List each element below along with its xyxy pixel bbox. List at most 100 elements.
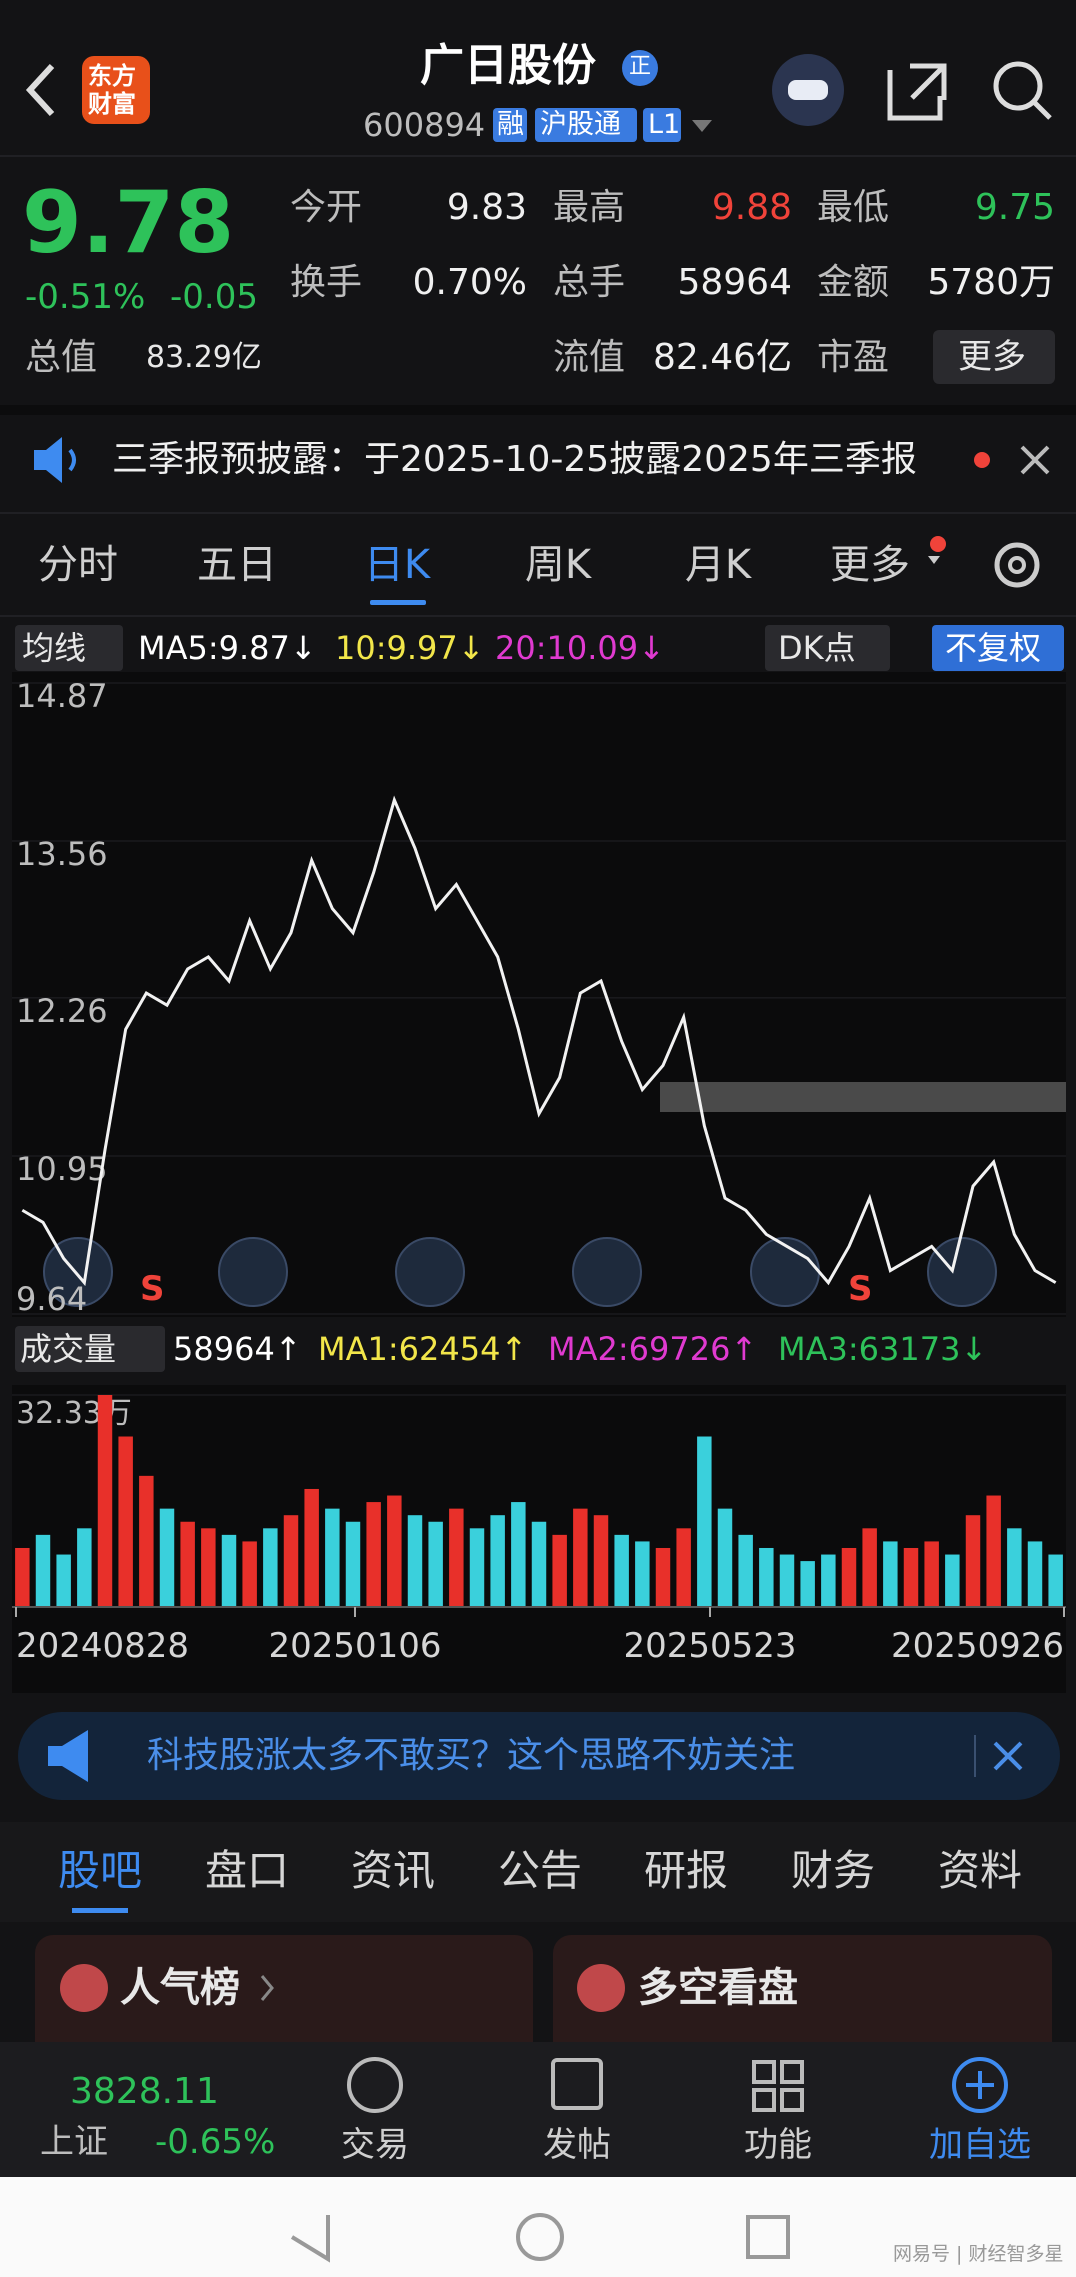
tab[interactable]: 周K bbox=[524, 542, 592, 588]
sub-tab[interactable]: 公告 bbox=[497, 1846, 583, 1895]
separator bbox=[0, 155, 1076, 157]
nav-recent[interactable] bbox=[746, 2215, 790, 2259]
action[interactable]: 加自选 bbox=[929, 2125, 1031, 2165]
volume-bar bbox=[965, 1515, 981, 1607]
action[interactable]: 交易 bbox=[341, 2125, 409, 2165]
field-label: 最高 bbox=[553, 187, 626, 228]
volume-bar bbox=[883, 1541, 898, 1607]
more-text[interactable]: 更多 bbox=[958, 337, 1026, 377]
sub-tab[interactable]: 资讯 bbox=[350, 1846, 436, 1895]
ma-button-text[interactable]: 均线 bbox=[22, 629, 87, 667]
volume-bar bbox=[283, 1515, 299, 1607]
sub-tab[interactable]: 财务 bbox=[790, 1846, 876, 1895]
dk-text[interactable]: DK点 bbox=[778, 629, 856, 667]
volume-bar bbox=[676, 1528, 691, 1607]
volume-bar bbox=[221, 1534, 237, 1607]
ad-icons bbox=[48, 1730, 1023, 1782]
volume-bar bbox=[159, 1508, 175, 1607]
change-pct: -0.51% bbox=[25, 277, 146, 317]
volume-bar bbox=[821, 1554, 836, 1607]
notice-text[interactable]: 三季报预披露：于2025-10-25披露2025年三季报 bbox=[112, 439, 917, 480]
field-label: 金额 bbox=[817, 262, 890, 303]
volume-bar bbox=[345, 1521, 361, 1607]
more-button[interactable] bbox=[933, 330, 1055, 384]
volume-bar bbox=[779, 1554, 795, 1607]
field-value: 83.29亿 bbox=[146, 340, 262, 375]
adjust-button[interactable] bbox=[932, 625, 1064, 671]
volume-button[interactable] bbox=[15, 1326, 165, 1372]
tab[interactable]: 分时 bbox=[38, 542, 118, 588]
tab[interactable]: 月K bbox=[684, 542, 752, 588]
tab[interactable]: 更多 bbox=[830, 542, 910, 588]
field-value: 58964 bbox=[677, 262, 792, 303]
card[interactable] bbox=[35, 1935, 533, 2045]
search-icon[interactable] bbox=[993, 61, 1043, 111]
volume-bar bbox=[945, 1554, 960, 1607]
adjust-text[interactable]: 不复权 bbox=[945, 629, 1042, 667]
close-icon[interactable] bbox=[1020, 445, 1050, 475]
price-panel bbox=[12, 672, 1066, 1317]
volume-button-text[interactable]: 成交量 bbox=[20, 1330, 117, 1368]
sub-tab[interactable]: 研报 bbox=[643, 1846, 729, 1895]
field-label: 流值 bbox=[553, 337, 626, 378]
card[interactable] bbox=[553, 1935, 1052, 2045]
sub-tab[interactable]: 资料 bbox=[937, 1846, 1023, 1895]
tab[interactable]: 日K bbox=[363, 542, 431, 588]
volume-bar bbox=[35, 1534, 51, 1607]
volume-bar bbox=[903, 1547, 919, 1607]
volume-bar bbox=[56, 1554, 71, 1607]
ma5: MA5:9.87↓ bbox=[138, 629, 317, 667]
settings-icon[interactable] bbox=[994, 542, 1040, 588]
action-icons bbox=[347, 2057, 1008, 2113]
field-label: 总手 bbox=[553, 262, 626, 303]
logo bbox=[82, 56, 150, 124]
y-tick-label: 32.33万 bbox=[16, 1396, 132, 1431]
logo-text: 东方 bbox=[88, 62, 136, 90]
price-band bbox=[660, 1082, 1066, 1112]
action[interactable]: 功能 bbox=[744, 2125, 812, 2165]
watermark: 网易号 | 财经智多星 bbox=[893, 2243, 1064, 2265]
y-tick-label: 12.26 bbox=[16, 992, 108, 1030]
index-change[interactable]: -0.65% bbox=[155, 2122, 276, 2162]
ma-button[interactable] bbox=[15, 625, 123, 671]
sub-tab[interactable]: 股吧 bbox=[57, 1846, 143, 1895]
logo-text: 财富 bbox=[88, 90, 136, 118]
field-value: 0.70% bbox=[412, 262, 527, 303]
volume-bar bbox=[1048, 1554, 1063, 1607]
volume-bar bbox=[986, 1495, 1001, 1607]
back-icon[interactable] bbox=[25, 63, 55, 117]
y-tick-label: 10.95 bbox=[16, 1150, 108, 1188]
y-tick-label: 14.87 bbox=[16, 677, 108, 715]
dk-button[interactable] bbox=[765, 625, 890, 671]
chart: 14.87 13.56 12.26 10.95 9.64 S S 32.33万 20240828… bbox=[12, 672, 1066, 1666]
card-title[interactable]: 人气榜 bbox=[120, 1965, 240, 2011]
action[interactable]: 发帖 bbox=[543, 2125, 611, 2165]
index-name[interactable]: 上证 bbox=[40, 2122, 108, 2162]
volume-bar bbox=[924, 1541, 939, 1607]
index-value[interactable]: 3828.11 bbox=[70, 2071, 219, 2112]
volume-bar bbox=[614, 1534, 629, 1607]
change: -0.05 bbox=[170, 277, 258, 317]
sub-tab-underline bbox=[72, 1908, 128, 1913]
ma10: 10:9.97↓ bbox=[335, 629, 485, 667]
date-label: 20250106 bbox=[268, 1626, 441, 1666]
card-title[interactable]: 多空看盘 bbox=[638, 1965, 798, 2011]
ad-banner[interactable] bbox=[18, 1712, 1060, 1800]
ad-text[interactable]: 科技股涨太多不敢买？这个思路不妨关注 bbox=[147, 1735, 796, 1776]
separator bbox=[0, 512, 1076, 514]
stock-code: 600894 bbox=[363, 106, 486, 144]
y-tick-label: 13.56 bbox=[16, 835, 108, 873]
badge bbox=[622, 50, 658, 86]
nav-home[interactable] bbox=[516, 2213, 564, 2261]
close-icon[interactable] bbox=[993, 1741, 1023, 1771]
volume-bar bbox=[800, 1561, 815, 1607]
volume-bar bbox=[635, 1541, 650, 1607]
nav-back[interactable] bbox=[290, 2215, 330, 2263]
volume-bar bbox=[593, 1515, 609, 1607]
card-icons bbox=[60, 1964, 625, 2012]
field-value: 9.75 bbox=[974, 187, 1055, 228]
sub-tab[interactable]: 盘口 bbox=[204, 1846, 290, 1895]
share-icon[interactable] bbox=[887, 63, 947, 121]
tab[interactable]: 五日 bbox=[197, 542, 277, 588]
